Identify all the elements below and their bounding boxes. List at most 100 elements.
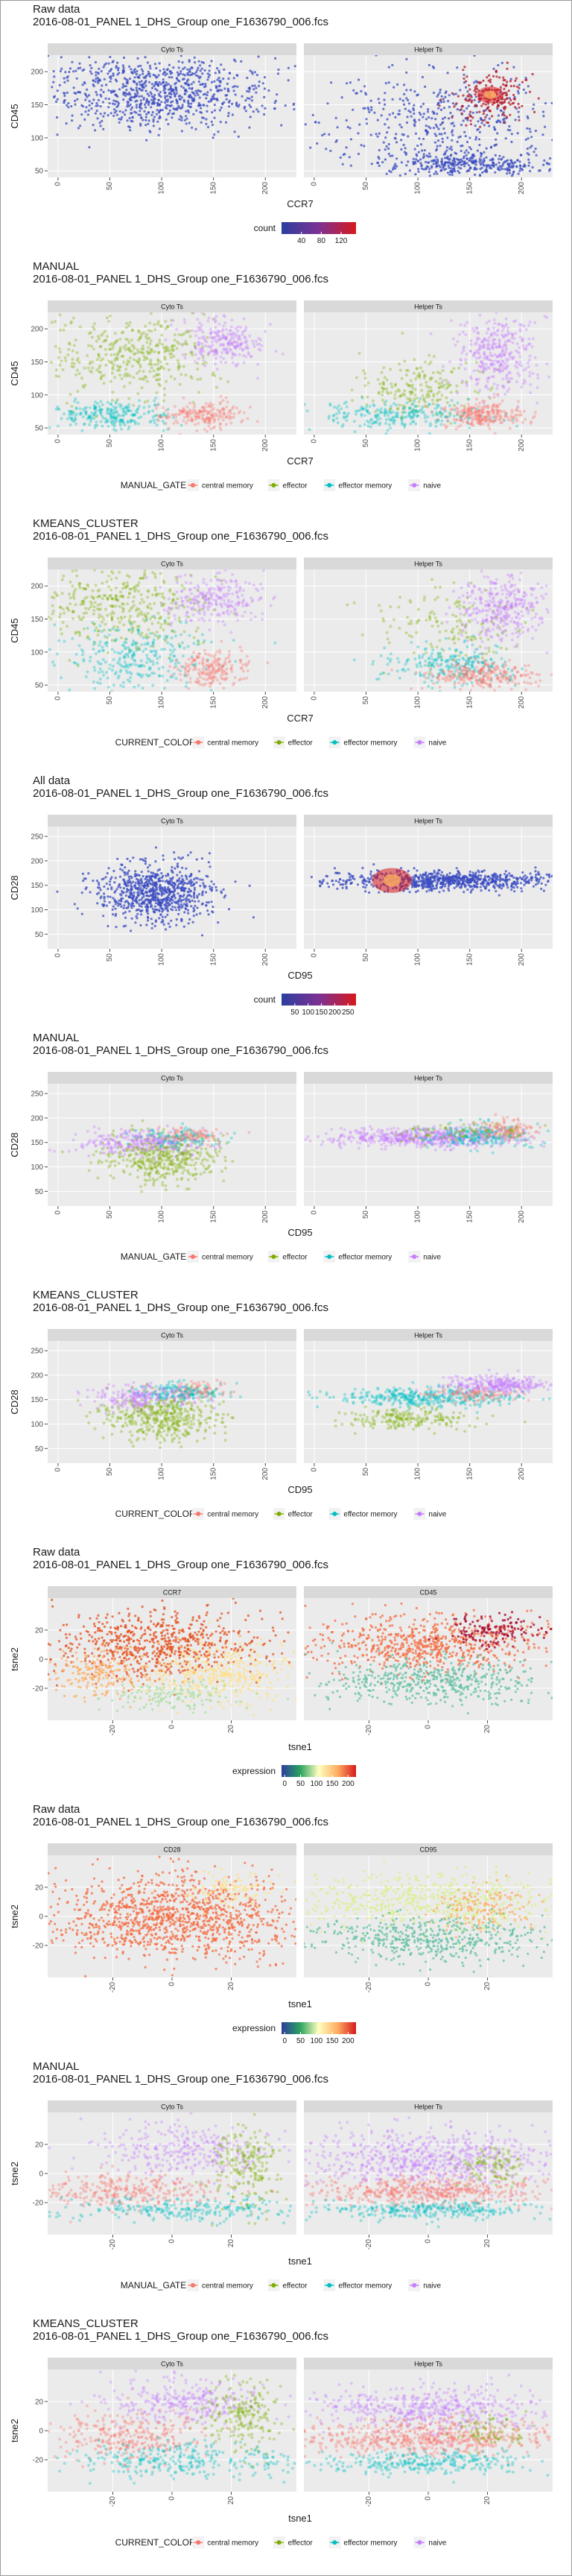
data-point — [480, 408, 484, 411]
data-point — [98, 613, 101, 616]
data-point — [454, 406, 458, 410]
data-point — [176, 421, 179, 425]
data-point — [106, 335, 109, 338]
data-point — [429, 376, 433, 380]
data-point — [492, 367, 496, 370]
data-point — [486, 416, 489, 420]
data-point — [467, 422, 471, 426]
plot-title: Raw data — [33, 3, 80, 16]
data-point — [530, 145, 533, 148]
data-point — [439, 423, 443, 426]
data-point — [474, 136, 478, 139]
data-point — [423, 405, 427, 408]
data-point — [504, 348, 508, 352]
data-point — [113, 639, 117, 643]
data-point — [529, 391, 533, 394]
data-point — [512, 356, 516, 359]
data-point — [372, 402, 375, 406]
data-point — [182, 630, 186, 634]
data-point — [204, 417, 208, 421]
data-point — [435, 156, 438, 159]
data-point — [193, 595, 197, 599]
data-point — [337, 408, 340, 412]
data-point — [118, 364, 122, 368]
data-point — [220, 329, 224, 333]
data-point — [115, 410, 118, 414]
data-point — [188, 573, 192, 577]
data-point — [171, 76, 174, 79]
data-point — [152, 101, 155, 104]
data-point — [208, 618, 212, 622]
data-point — [130, 108, 133, 111]
data-point — [139, 602, 142, 605]
data-point — [107, 651, 109, 654]
data-point — [206, 416, 209, 420]
data-point — [487, 412, 491, 416]
data-point — [200, 323, 203, 327]
data-point — [123, 423, 127, 427]
data-point — [194, 94, 197, 97]
data-point — [479, 414, 483, 417]
data-point — [508, 352, 512, 356]
data-point — [435, 134, 438, 137]
data-point — [506, 329, 509, 332]
data-point — [460, 112, 463, 115]
data-point — [214, 350, 218, 353]
data-point — [155, 592, 159, 596]
data-point — [99, 420, 103, 423]
data-point — [434, 160, 438, 163]
data-point — [153, 63, 156, 66]
data-point — [398, 174, 401, 177]
data-point — [255, 108, 258, 111]
data-point — [504, 357, 508, 361]
data-point — [133, 685, 136, 689]
data-point — [69, 602, 72, 606]
data-point — [383, 401, 387, 405]
data-point — [498, 161, 500, 164]
data-point — [136, 83, 139, 86]
data-point — [223, 599, 226, 602]
data-point — [136, 99, 139, 102]
data-point — [489, 166, 492, 169]
data-point — [174, 419, 178, 423]
data-point — [135, 95, 139, 98]
data-point — [327, 417, 331, 420]
data-point — [254, 587, 258, 591]
data-point — [486, 121, 490, 124]
data-point — [107, 686, 110, 689]
data-point — [162, 367, 166, 370]
data-point — [68, 412, 71, 416]
data-point — [131, 626, 135, 630]
data-point — [468, 410, 472, 414]
data-point — [76, 356, 80, 360]
data-point — [197, 357, 200, 361]
data-point — [368, 411, 372, 415]
data-point — [131, 643, 134, 646]
data-point — [404, 147, 407, 150]
data-point — [503, 366, 507, 370]
data-point — [107, 89, 110, 92]
data-point — [137, 330, 141, 334]
data-point — [492, 403, 495, 407]
data-point — [467, 410, 471, 414]
data-point — [104, 594, 107, 597]
data-point — [274, 99, 277, 102]
data-point — [194, 629, 198, 633]
data-point — [464, 358, 468, 362]
data-point — [139, 610, 143, 614]
data-point — [477, 120, 480, 123]
data-point — [209, 89, 212, 92]
data-point — [505, 98, 508, 101]
data-point — [497, 323, 500, 326]
data-point — [53, 75, 56, 78]
data-point — [72, 419, 74, 423]
data-point — [116, 69, 120, 72]
data-point — [380, 410, 384, 414]
data-point — [207, 75, 210, 78]
data-point — [120, 664, 124, 668]
data-point — [480, 163, 483, 166]
data-point — [102, 628, 106, 632]
data-point — [232, 405, 235, 408]
data-point — [146, 92, 149, 95]
data-point — [189, 581, 192, 585]
